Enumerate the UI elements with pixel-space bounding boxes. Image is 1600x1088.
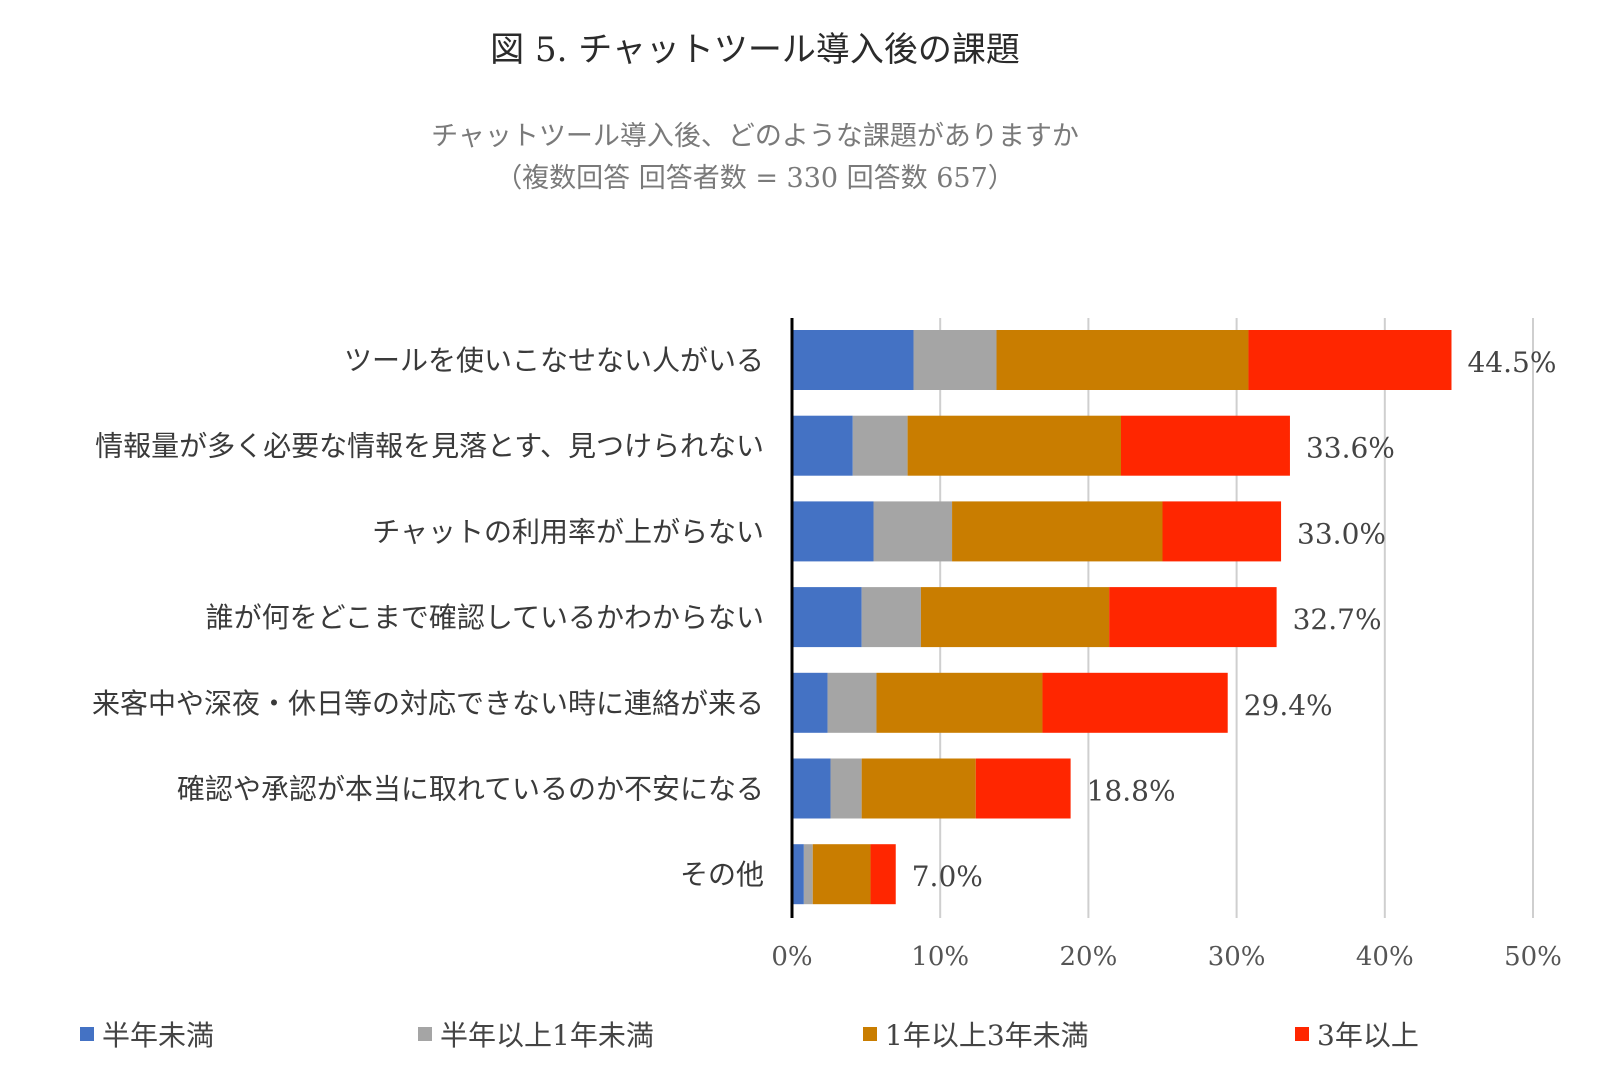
- legend-swatch: [418, 1027, 432, 1041]
- legend-label: 半年未満: [102, 1019, 215, 1052]
- total-label: 7.0%: [912, 860, 983, 893]
- legend-swatch: [80, 1027, 94, 1041]
- legend-item: 3年以上: [1295, 1012, 1419, 1056]
- bar-segment: [996, 330, 1249, 390]
- bar-segment: [873, 501, 953, 562]
- legend-swatch: [863, 1027, 877, 1041]
- bar-segment: [920, 587, 1110, 648]
- bar-segment: [792, 330, 914, 390]
- legend-item: 半年未満: [80, 1012, 214, 1056]
- bar-segment: [907, 415, 1122, 476]
- legend-swatch: [1295, 1027, 1309, 1041]
- bar-segment: [913, 330, 997, 390]
- total-label: 33.0%: [1297, 517, 1386, 550]
- bar-segment: [792, 672, 828, 733]
- bar-segment: [792, 844, 804, 905]
- bar-segment: [792, 415, 853, 476]
- category-label: 情報量が多く必要な情報を見落とす、見つけられない: [95, 430, 764, 463]
- bar-segment: [870, 844, 896, 905]
- bar-segment: [792, 587, 862, 648]
- x-tick-label: 0%: [771, 942, 812, 972]
- x-tick-label: 20%: [1060, 942, 1118, 972]
- bar-segment: [812, 844, 871, 905]
- chart-subtitle-sample: （複数回答 回答者数 = 330 回答数 657）: [495, 163, 1015, 194]
- legend: 半年未満 半年以上1年未満 1年以上3年未満 3年以上: [0, 1012, 1600, 1056]
- stacked-bar-chart: ツールを使いこなせない人がいる情報量が多く必要な情報を見落とす、見つけられないチ…: [92, 318, 1562, 972]
- chart-subtitle-question: チャットツール導入後、どのような課題がありますか: [431, 121, 1079, 152]
- legend-item: 半年以上1年未満: [418, 1012, 654, 1056]
- category-label: その他: [680, 858, 764, 891]
- bar-segment: [975, 758, 1071, 819]
- x-axis-ticks: 0% 10% 20% 30% 40% 50%: [771, 942, 1562, 972]
- x-tick-label: 10%: [911, 942, 969, 972]
- category-label: 確認や承認が本当に取れているのか不安になる: [177, 773, 764, 806]
- bar-segment: [1121, 415, 1290, 476]
- bar-segment: [852, 415, 908, 476]
- bar-segment: [792, 758, 831, 819]
- x-tick-label: 50%: [1504, 942, 1562, 972]
- total-label: 18.8%: [1087, 775, 1176, 808]
- bar-segment: [792, 501, 874, 562]
- total-label: 44.5%: [1467, 346, 1556, 379]
- category-label: 誰が何をどこまで確認しているかわからない: [206, 601, 764, 634]
- bar-segment: [830, 758, 862, 819]
- total-label: 32.7%: [1293, 603, 1382, 636]
- legend-label: 半年以上1年未満: [440, 1019, 654, 1052]
- bar-segment: [861, 587, 921, 648]
- category-labels: ツールを使いこなせない人がいる情報量が多く必要な情報を見落とす、見つけられないチ…: [92, 344, 764, 891]
- bar-segment: [827, 672, 877, 733]
- bars: [792, 330, 1452, 905]
- bar-segment: [1248, 330, 1452, 390]
- total-label: 33.6%: [1306, 432, 1395, 465]
- bar-segment: [1042, 672, 1228, 733]
- bar-segment: [861, 758, 976, 819]
- legend-label: 3年以上: [1317, 1019, 1419, 1052]
- bar-segment: [803, 844, 813, 905]
- bar-segment: [1109, 587, 1277, 648]
- category-label: 来客中や深夜・休日等の対応できない時に連絡が来る: [92, 687, 764, 720]
- legend-label: 1年以上3年未満: [885, 1019, 1089, 1052]
- x-tick-label: 40%: [1356, 942, 1414, 972]
- chart-title: 図 5. チャットツール導入後の課題: [490, 30, 1020, 70]
- category-label: ツールを使いこなせない人がいる: [344, 344, 764, 377]
- bar-segment: [876, 672, 1043, 733]
- bar-segment: [1162, 501, 1282, 562]
- x-tick-label: 30%: [1208, 942, 1266, 972]
- category-label: チャットの利用率が上がらない: [372, 515, 764, 548]
- legend-item: 1年以上3年未満: [863, 1012, 1089, 1056]
- bar-segment: [952, 501, 1163, 562]
- total-label: 29.4%: [1244, 689, 1333, 722]
- total-labels: 44.5% 33.6% 33.0% 32.7% 29.4% 18.8% 7.0%: [912, 346, 1557, 893]
